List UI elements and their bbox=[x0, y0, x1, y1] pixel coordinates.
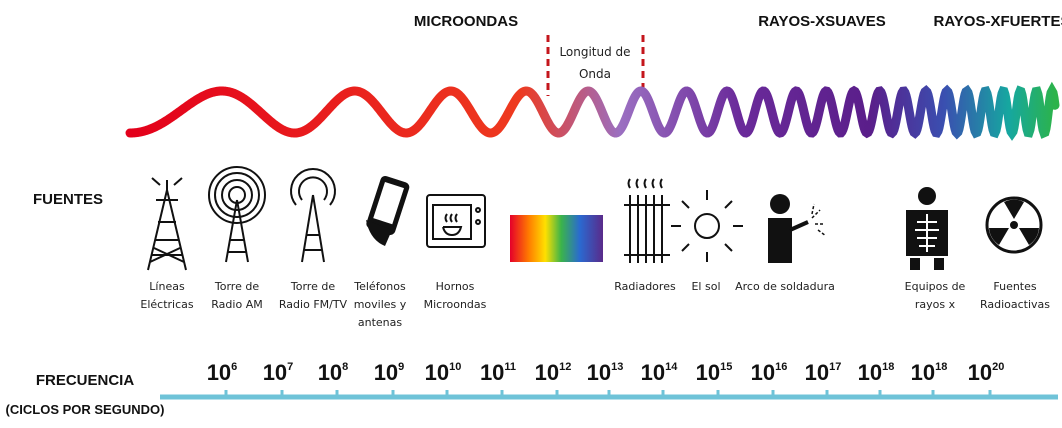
wavelength-label: Onda bbox=[579, 67, 611, 81]
frequency-exponent: 12 bbox=[559, 361, 571, 373]
icon-radiator bbox=[624, 179, 670, 263]
source-label: Radio FM/TV bbox=[279, 298, 348, 311]
frequency-label: 1018 bbox=[911, 360, 948, 385]
frequency-base: 10 bbox=[696, 360, 720, 385]
frequency-exponent: 8 bbox=[342, 361, 348, 373]
source-label: Torre de bbox=[214, 280, 259, 293]
frequency-label: 1018 bbox=[858, 360, 895, 385]
source-label: moviles y bbox=[354, 298, 407, 311]
frequency-base: 10 bbox=[425, 360, 449, 385]
frequency-base: 10 bbox=[641, 360, 665, 385]
frequency-base: 10 bbox=[480, 360, 504, 385]
frequency-exponent: 14 bbox=[665, 361, 678, 373]
source-label: El sol bbox=[691, 280, 720, 293]
frequency-base: 10 bbox=[263, 360, 287, 385]
icon-visible-spectrum bbox=[510, 215, 603, 262]
icon-phone bbox=[365, 175, 411, 246]
frequency-exponent: 18 bbox=[882, 361, 894, 373]
frequency-exponent: 18 bbox=[935, 361, 947, 373]
spectrum-diagram: MICROONDAS RAYOS-XSUAVES RAYOS-XFUERTES … bbox=[0, 0, 1062, 428]
frequency-base: 10 bbox=[751, 360, 775, 385]
frequency-exponent: 16 bbox=[775, 361, 787, 373]
frequency-label: 1020 bbox=[968, 360, 1005, 385]
icon-am-tower bbox=[209, 167, 265, 262]
frequency-label: 107 bbox=[263, 360, 294, 385]
frequency-label: 1012 bbox=[535, 360, 572, 385]
frequency-base: 10 bbox=[374, 360, 398, 385]
wave bbox=[130, 91, 1055, 133]
frequency-label: 1015 bbox=[696, 360, 733, 385]
frequency-exponent: 17 bbox=[829, 361, 841, 373]
icon-fm-tower bbox=[291, 169, 335, 262]
frequency-exponent: 10 bbox=[449, 361, 461, 373]
icon-power-line bbox=[148, 178, 186, 270]
frequency-base: 10 bbox=[805, 360, 829, 385]
source-label: Eléctricas bbox=[140, 298, 194, 311]
source-label: Teléfonos bbox=[353, 280, 406, 293]
frequency-label: 1014 bbox=[641, 360, 679, 385]
icon-microwave bbox=[427, 195, 485, 247]
frequency-exponent: 15 bbox=[720, 361, 732, 373]
source-label: Equipos de bbox=[905, 280, 966, 293]
source-label: Radioactivas bbox=[980, 298, 1050, 311]
frequency-label: 1016 bbox=[751, 360, 788, 385]
header-hard-xrays: RAYOS-XFUERTES bbox=[934, 13, 1062, 30]
source-label: antenas bbox=[358, 316, 403, 329]
source-label: Radiadores bbox=[614, 280, 676, 293]
frequency-label: 1011 bbox=[480, 360, 516, 385]
frequency-title: FRECUENCIA bbox=[36, 372, 135, 389]
header-microwaves: MICROONDAS bbox=[414, 13, 518, 30]
frequency-exponent: 9 bbox=[398, 361, 404, 373]
frequency-base: 10 bbox=[587, 360, 611, 385]
icon-radioactive bbox=[987, 198, 1041, 252]
frequency-label: 1013 bbox=[587, 360, 624, 385]
source-label: Hornos bbox=[436, 280, 475, 293]
frequency-label: 108 bbox=[318, 360, 349, 385]
frequency-label: 109 bbox=[374, 360, 405, 385]
frequency-subtitle: (CICLOS POR SEGUNDO) bbox=[6, 402, 165, 417]
frequency-base: 10 bbox=[207, 360, 231, 385]
frequency-exponent: 6 bbox=[231, 361, 237, 373]
frequency-label: 1017 bbox=[805, 360, 842, 385]
source-label: rayos x bbox=[915, 298, 956, 311]
frequency-exponent: 13 bbox=[611, 361, 623, 373]
frequency-label: 106 bbox=[207, 360, 238, 385]
frequency-label: 1010 bbox=[425, 360, 462, 385]
frequency-base: 10 bbox=[911, 360, 935, 385]
header-soft-xrays: RAYOS-XSUAVES bbox=[758, 13, 886, 30]
source-label: Radio AM bbox=[211, 298, 262, 311]
sources-title: FUENTES bbox=[33, 191, 103, 208]
frequency-exponent: 7 bbox=[287, 361, 293, 373]
icon-xray bbox=[906, 187, 948, 270]
source-label: Microondas bbox=[424, 298, 487, 311]
source-label: Arco de soldadura bbox=[735, 280, 835, 293]
frequency-exponent: 20 bbox=[992, 361, 1004, 373]
frequency-base: 10 bbox=[968, 360, 992, 385]
icon-welder bbox=[768, 194, 826, 263]
frequency-base: 10 bbox=[318, 360, 342, 385]
source-label: Fuentes bbox=[993, 280, 1037, 293]
icon-sun bbox=[671, 190, 743, 262]
frequency-base: 10 bbox=[858, 360, 882, 385]
frequency-base: 10 bbox=[535, 360, 559, 385]
source-label: Líneas bbox=[149, 280, 185, 293]
wavelength-label: Longitud de bbox=[559, 45, 630, 59]
source-label: Torre de bbox=[290, 280, 335, 293]
frequency-exponent: 11 bbox=[504, 361, 516, 373]
